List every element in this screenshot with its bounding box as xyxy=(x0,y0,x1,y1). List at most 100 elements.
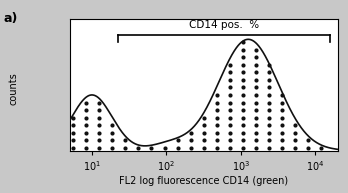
Point xyxy=(175,139,180,142)
Point xyxy=(292,124,298,127)
Point xyxy=(162,146,167,149)
Point xyxy=(266,116,271,119)
Point xyxy=(266,78,271,81)
Point xyxy=(240,93,245,96)
Point xyxy=(240,78,245,81)
Point xyxy=(71,116,76,119)
Point xyxy=(188,131,193,134)
Point xyxy=(97,131,102,134)
Point xyxy=(279,139,285,142)
Point xyxy=(292,146,298,149)
Point xyxy=(97,146,102,149)
Point xyxy=(84,146,89,149)
Point xyxy=(279,108,285,112)
Point xyxy=(240,86,245,89)
Point xyxy=(266,139,271,142)
Point xyxy=(266,63,271,66)
Point xyxy=(97,101,102,104)
Point xyxy=(149,146,154,149)
Point xyxy=(240,71,245,74)
Point xyxy=(136,146,141,149)
Point xyxy=(201,131,206,134)
Point xyxy=(305,146,310,149)
Point xyxy=(122,139,128,142)
Point xyxy=(214,101,219,104)
Point xyxy=(214,124,219,127)
Point xyxy=(266,131,271,134)
Point xyxy=(175,146,180,149)
Point xyxy=(266,71,271,74)
Point xyxy=(227,93,232,96)
Point xyxy=(279,146,285,149)
Point xyxy=(214,146,219,149)
Point xyxy=(240,41,245,44)
Point xyxy=(279,124,285,127)
Point xyxy=(253,139,259,142)
Point xyxy=(253,93,259,96)
Point xyxy=(240,124,245,127)
Point xyxy=(214,116,219,119)
Point xyxy=(240,131,245,134)
Point xyxy=(279,93,285,96)
Point xyxy=(110,139,115,142)
Text: counts: counts xyxy=(9,72,19,105)
Point xyxy=(266,86,271,89)
Point xyxy=(71,131,76,134)
Point xyxy=(240,101,245,104)
Point xyxy=(240,63,245,66)
Point xyxy=(240,108,245,112)
Point xyxy=(279,131,285,134)
Point xyxy=(97,124,102,127)
Point xyxy=(240,116,245,119)
Point xyxy=(253,131,259,134)
Point xyxy=(214,131,219,134)
Point xyxy=(97,139,102,142)
Point xyxy=(84,116,89,119)
Point xyxy=(240,56,245,59)
Point xyxy=(227,139,232,142)
Point xyxy=(84,101,89,104)
Point xyxy=(188,139,193,142)
Point xyxy=(253,63,259,66)
Text: a): a) xyxy=(3,12,18,25)
Point xyxy=(84,124,89,127)
Point xyxy=(253,71,259,74)
Point xyxy=(227,124,232,127)
Point xyxy=(253,86,259,89)
Point xyxy=(266,124,271,127)
Point xyxy=(201,124,206,127)
Point xyxy=(214,139,219,142)
Point xyxy=(110,124,115,127)
Point xyxy=(266,108,271,112)
Point xyxy=(110,131,115,134)
Point xyxy=(266,146,271,149)
Point xyxy=(253,108,259,112)
Point xyxy=(201,139,206,142)
Point xyxy=(201,146,206,149)
Point xyxy=(227,71,232,74)
Point xyxy=(227,78,232,81)
Point xyxy=(71,124,76,127)
Text: CD14 pos.  %: CD14 pos. % xyxy=(189,20,259,30)
Point xyxy=(71,146,76,149)
Point xyxy=(188,146,193,149)
Point xyxy=(318,146,324,149)
Point xyxy=(292,139,298,142)
Point xyxy=(97,108,102,112)
Point xyxy=(227,101,232,104)
Point xyxy=(227,146,232,149)
Point xyxy=(253,116,259,119)
Point xyxy=(240,139,245,142)
Point xyxy=(240,146,245,149)
Point xyxy=(227,108,232,112)
Point xyxy=(227,63,232,66)
Point xyxy=(110,146,115,149)
Point xyxy=(292,131,298,134)
Point xyxy=(201,116,206,119)
Point xyxy=(253,56,259,59)
Point xyxy=(253,78,259,81)
Point xyxy=(279,101,285,104)
Point xyxy=(97,116,102,119)
Point xyxy=(227,86,232,89)
Point xyxy=(253,48,259,51)
